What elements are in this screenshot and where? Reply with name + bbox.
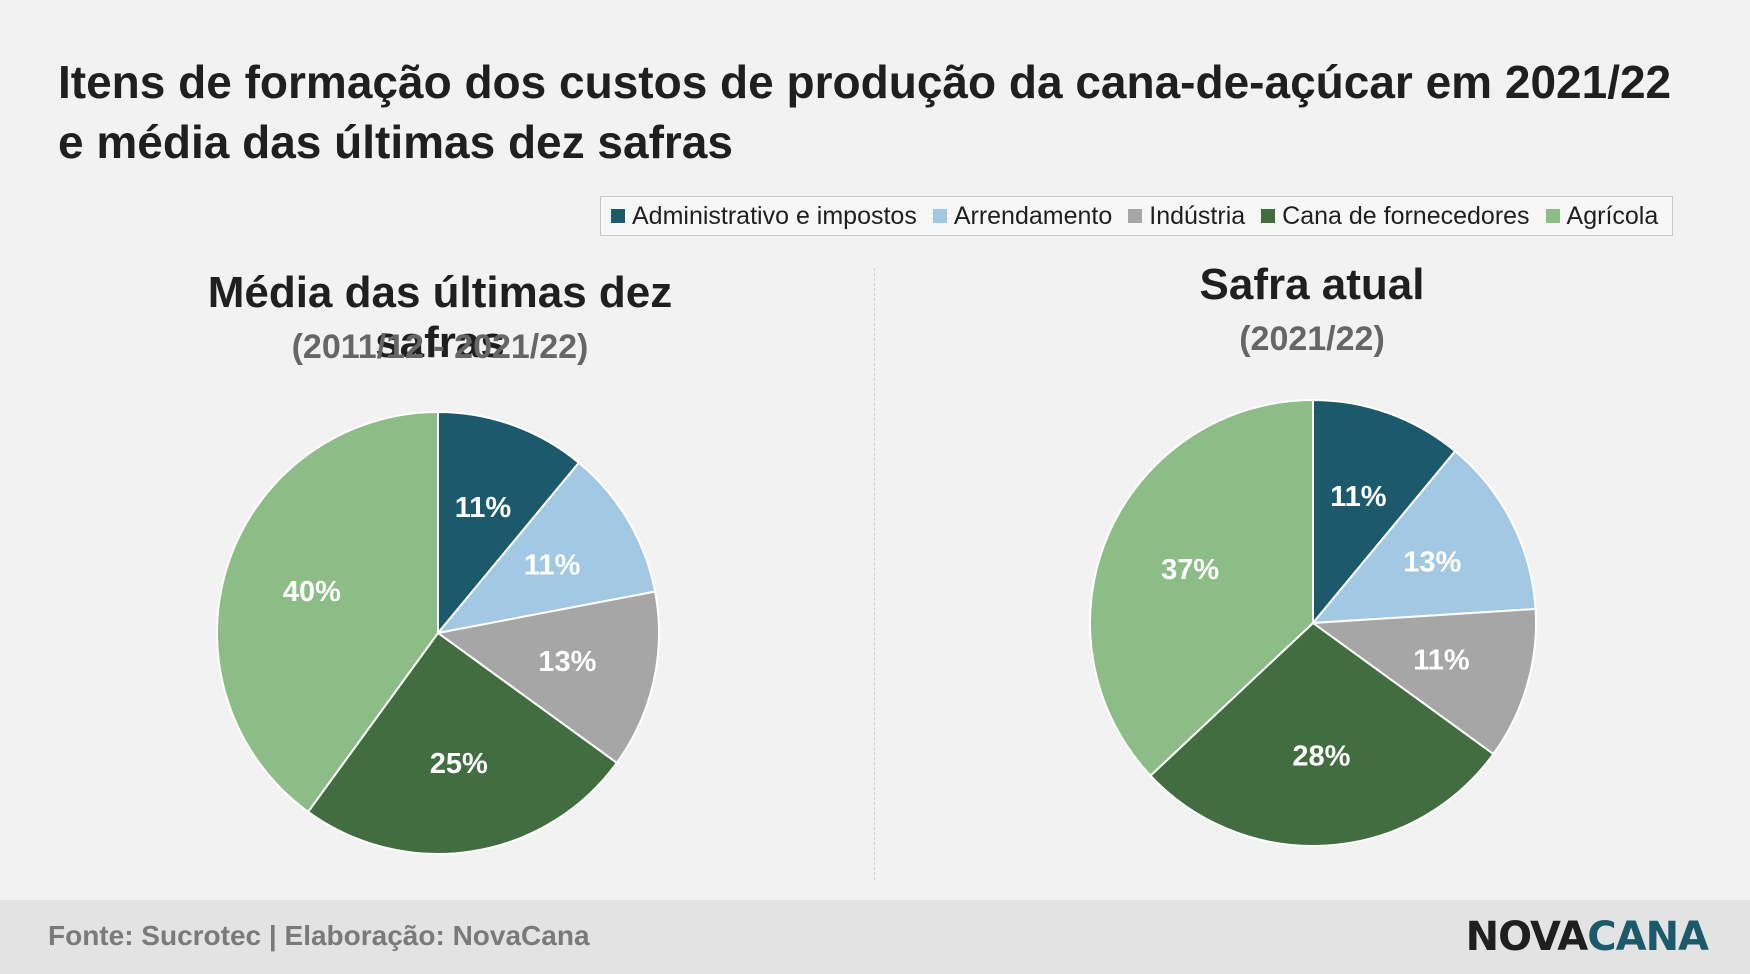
panel-divider xyxy=(874,268,875,880)
legend-swatch xyxy=(1545,209,1560,223)
pie-slice-1 xyxy=(1312,398,1457,626)
logo-part-cana: CANA xyxy=(1587,914,1709,960)
pie-slice-label-1: 11% xyxy=(1330,481,1387,513)
pie-slice-label-4: 25% xyxy=(430,748,488,780)
chart-title: Itens de formação dos custos de produção… xyxy=(58,56,1672,168)
legend: Administrativo e impostos Arrendamento I… xyxy=(600,196,1674,236)
pie-slice-label-3: 11% xyxy=(1413,644,1470,676)
right-pie-title: Safra atual xyxy=(1199,260,1425,309)
pie-slice-1 xyxy=(437,410,581,636)
pie-slice-label-2: 11% xyxy=(524,550,581,582)
pie-slice-4 xyxy=(1149,621,1495,847)
legend-item-agricola: Agrícola xyxy=(1545,201,1659,231)
pie-slice-5 xyxy=(216,410,439,814)
legend-label: Agrícola xyxy=(1566,201,1659,230)
legend-label: Administrativo e impostos xyxy=(632,201,917,230)
logo-part-nova: NOVA xyxy=(1465,914,1589,960)
pie-slice-5 xyxy=(1089,398,1314,778)
right-pie-subtitle: (2021/22) xyxy=(1239,320,1385,358)
pie-slice-3 xyxy=(435,590,660,765)
legend-label: Arrendamento xyxy=(953,201,1113,230)
legend-item-administrativo: Administrativo e impostos xyxy=(611,202,917,231)
pie-slice-4 xyxy=(306,631,619,855)
pie-slice-label-1: 11% xyxy=(455,492,512,524)
pie-slice-2 xyxy=(1310,449,1537,625)
pie-slice-label-5: 37% xyxy=(1161,554,1219,586)
pie-slice-label-2: 13% xyxy=(1403,546,1461,578)
pie-slice-label-3: 13% xyxy=(538,646,596,678)
source-note: Fonte: Sucrotec | Elaboração: NovaCana xyxy=(48,920,590,951)
pie-slice-2 xyxy=(435,461,657,635)
pie-chart-current: 11% 13% 11% 28% 37% xyxy=(1089,398,1537,847)
pie-chart-average: 11% 11% 13% 25% 40% xyxy=(216,410,660,855)
legend-label: Cana de fornecedores xyxy=(1282,201,1530,230)
footer: Fonte: Sucrotec | Elaboração: NovaCana N… xyxy=(0,900,1750,974)
novacana-logo: NOVACANA xyxy=(1465,914,1709,960)
legend-item-industria: Indústria xyxy=(1128,202,1245,231)
legend-label: Indústria xyxy=(1149,201,1246,230)
pie-slice-label-4: 28% xyxy=(1292,741,1350,773)
legend-swatch xyxy=(611,209,625,223)
left-pie-subtitle: (2011/12 - 2021/22) xyxy=(291,328,589,366)
legend-swatch xyxy=(1128,209,1143,223)
legend-item-arrendamento: Arrendamento xyxy=(932,201,1113,231)
pie-slice-3 xyxy=(1310,607,1537,756)
legend-swatch xyxy=(932,209,947,223)
pie-slice-label-5: 40% xyxy=(283,576,341,608)
left-pie-title: Média das últimas dez safras xyxy=(207,268,673,367)
legend-swatch xyxy=(1261,209,1276,223)
legend-item-cana-fornecedores: Cana de fornecedores xyxy=(1261,201,1530,231)
